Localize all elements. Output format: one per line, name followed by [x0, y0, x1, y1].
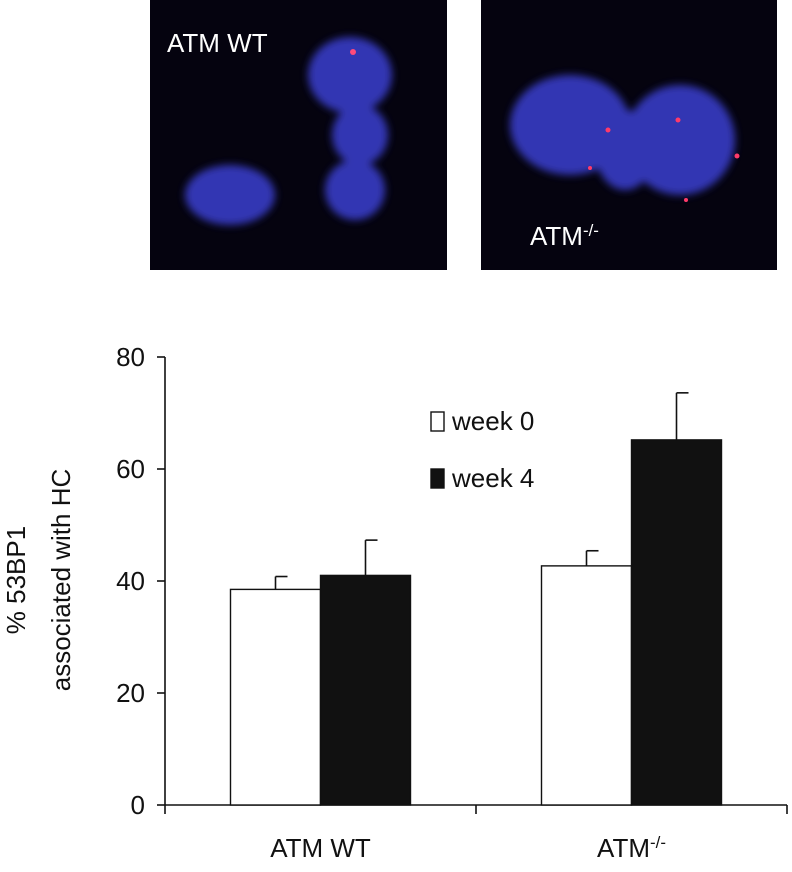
legend-swatch — [430, 468, 445, 489]
legend-label: week 4 — [451, 463, 534, 493]
bar — [630, 439, 723, 806]
legend-label: week 0 — [451, 406, 534, 436]
y-tick-label: 0 — [131, 790, 145, 820]
y-axis-label: % 53BP1 — [1, 526, 31, 634]
x-tick-label: ATM WT — [270, 833, 371, 863]
micrograph-left: ATM WT — [150, 0, 447, 270]
y-axis-label: associated with HC — [46, 469, 76, 692]
x-tick-label: ATM-/- — [597, 833, 666, 864]
y-tick-label: 20 — [116, 678, 145, 708]
panel-label: ATM WT — [167, 28, 268, 58]
y-tick-label: 60 — [116, 454, 145, 484]
micrograph-right: ATM-/- — [481, 0, 777, 270]
y-tick-label: 40 — [116, 566, 145, 596]
legend-swatch — [430, 411, 445, 432]
y-tick-label: 80 — [116, 342, 145, 372]
bar — [229, 588, 322, 806]
bar — [540, 565, 633, 806]
bar — [319, 574, 412, 806]
